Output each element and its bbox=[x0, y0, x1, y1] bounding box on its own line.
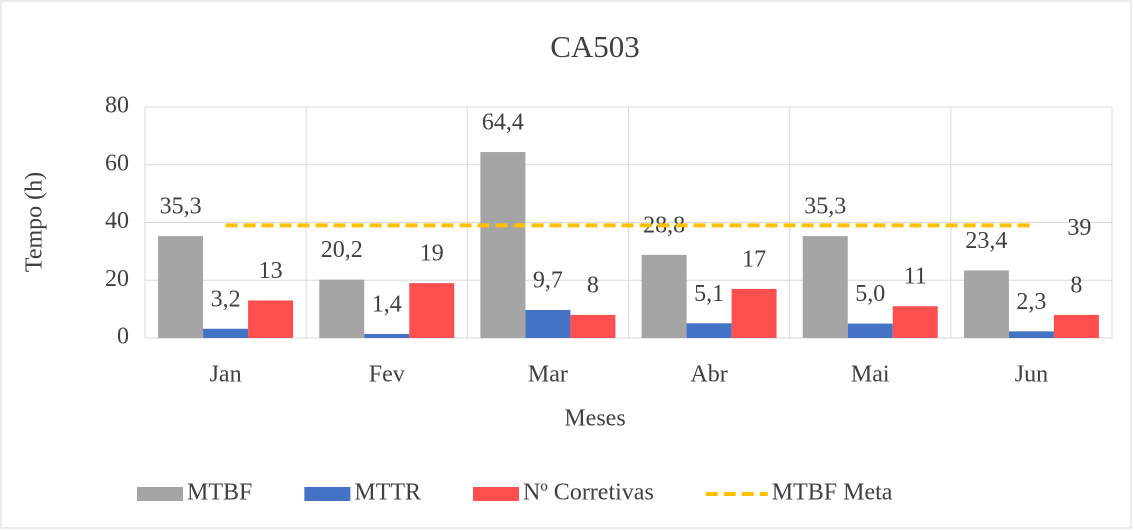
legend-label: MTBF Meta bbox=[772, 480, 893, 506]
legend-swatch bbox=[137, 487, 183, 501]
chart-title: CA503 bbox=[550, 29, 640, 64]
x-tick-label: Jun bbox=[1015, 362, 1048, 388]
bar bbox=[963, 270, 1009, 338]
y-axis-title: Tempo (h) bbox=[22, 172, 48, 272]
data-label: 2,3 bbox=[1016, 289, 1046, 315]
bar bbox=[847, 323, 893, 338]
bar bbox=[1053, 314, 1099, 338]
y-tick-label: 0 bbox=[117, 324, 129, 350]
bar bbox=[641, 254, 687, 338]
x-tick-label: Jan bbox=[210, 362, 242, 388]
data-label: 35,3 bbox=[804, 194, 846, 220]
legend-swatch bbox=[304, 487, 351, 501]
data-label: 35,3 bbox=[160, 194, 202, 220]
data-label: 23,4 bbox=[965, 228, 1007, 254]
bar bbox=[203, 328, 249, 338]
data-label: 13 bbox=[259, 258, 283, 284]
x-tick-label: Mai bbox=[851, 362, 890, 388]
legend-swatch bbox=[473, 487, 520, 501]
bar bbox=[158, 236, 204, 338]
y-tick-label: 20 bbox=[105, 266, 129, 292]
bar bbox=[409, 283, 455, 338]
data-label: 17 bbox=[742, 246, 766, 272]
x-tick-label: Abr bbox=[690, 362, 727, 388]
data-label: 64,4 bbox=[482, 110, 524, 136]
x-tick-label: Mar bbox=[528, 362, 568, 388]
legend-label: MTTR bbox=[354, 480, 421, 506]
y-tick-label: 60 bbox=[105, 150, 129, 176]
data-label: 3,2 bbox=[211, 286, 241, 312]
bar bbox=[480, 152, 526, 338]
bar bbox=[731, 288, 777, 338]
bar bbox=[802, 236, 848, 338]
data-label: 8 bbox=[587, 272, 599, 298]
bar bbox=[892, 306, 938, 338]
bar bbox=[686, 323, 732, 338]
legend-label: Nº Corretivas bbox=[523, 480, 654, 506]
data-label: 8 bbox=[1070, 272, 1082, 298]
bar bbox=[1008, 331, 1054, 338]
bar bbox=[248, 300, 294, 338]
x-tick-label: Fev bbox=[369, 362, 405, 388]
bar bbox=[364, 333, 410, 338]
bar bbox=[570, 314, 616, 338]
y-tick-label: 40 bbox=[105, 208, 129, 234]
x-axis-title: Meses bbox=[564, 406, 625, 432]
data-label: 20,2 bbox=[321, 237, 363, 263]
data-label: 5,1 bbox=[694, 281, 724, 307]
data-label: 5,0 bbox=[855, 281, 885, 307]
data-label: 1,4 bbox=[372, 291, 402, 317]
data-label: 11 bbox=[904, 264, 927, 290]
legend-label: MTBF bbox=[187, 480, 252, 506]
bar bbox=[525, 309, 571, 338]
data-label: 9,7 bbox=[533, 267, 563, 293]
y-tick-label: 80 bbox=[105, 93, 129, 119]
bar bbox=[319, 279, 365, 338]
data-label: 39 bbox=[1067, 215, 1091, 241]
data-label: 19 bbox=[420, 241, 444, 267]
